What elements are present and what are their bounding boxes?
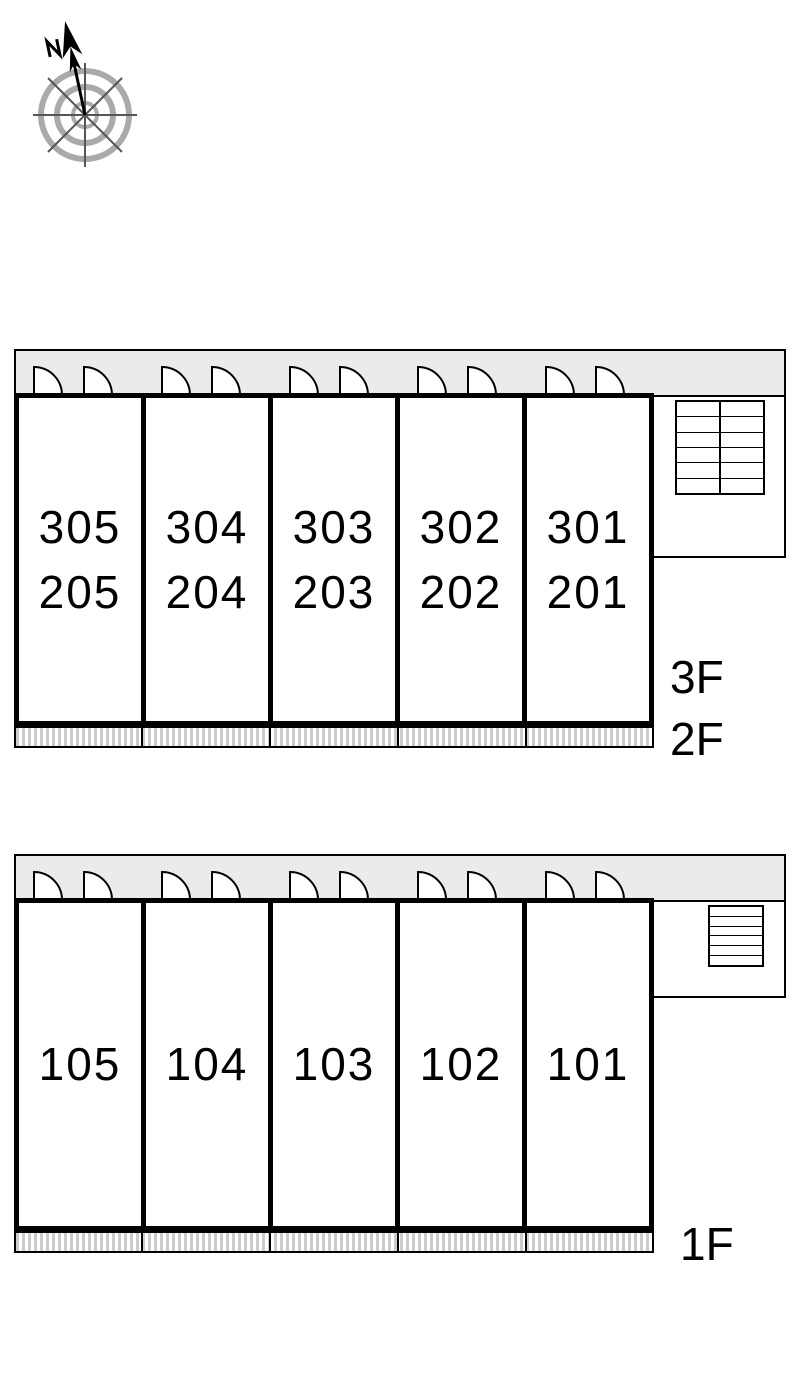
unit-label: 104 xyxy=(166,1032,249,1096)
unit-102: 102 xyxy=(400,903,527,1226)
floor-label-3f: 3F xyxy=(670,650,724,704)
floorplan-canvas: 305 205 304 204 303 203 302 202 301 201 xyxy=(0,0,800,1373)
unit-label: 101 xyxy=(547,1032,630,1096)
unit-305-205: 305 205 xyxy=(19,398,146,721)
unit-101: 101 xyxy=(527,903,649,1226)
unit-label: 204 xyxy=(166,560,249,624)
unit-label: 205 xyxy=(39,560,122,624)
balcony-divider xyxy=(397,1231,399,1253)
balcony-divider xyxy=(269,1231,271,1253)
unit-label: 102 xyxy=(420,1032,503,1096)
balcony-divider xyxy=(141,1231,143,1253)
unit-303-203: 303 203 xyxy=(273,398,400,721)
balcony-upper xyxy=(14,726,654,748)
units-lower: 105 104 103 102 101 xyxy=(14,898,654,1231)
balcony-lower xyxy=(14,1231,654,1253)
balcony-divider xyxy=(141,726,143,748)
unit-103: 103 xyxy=(273,903,400,1226)
unit-105: 105 xyxy=(19,903,146,1226)
balcony-divider xyxy=(269,726,271,748)
unit-label: 303 xyxy=(293,495,376,559)
unit-301-201: 301 201 xyxy=(527,398,649,721)
unit-label: 105 xyxy=(39,1032,122,1096)
unit-104: 104 xyxy=(146,903,273,1226)
unit-label: 304 xyxy=(166,495,249,559)
stairs-upper xyxy=(675,400,765,495)
unit-label: 103 xyxy=(293,1032,376,1096)
unit-302-202: 302 202 xyxy=(400,398,527,721)
balcony-divider xyxy=(525,1231,527,1253)
balcony-divider xyxy=(525,726,527,748)
unit-label: 305 xyxy=(39,495,122,559)
unit-label: 202 xyxy=(420,560,503,624)
stairs-lower xyxy=(708,905,764,967)
units-upper: 305 205 304 204 303 203 302 202 301 201 xyxy=(14,393,654,726)
unit-304-204: 304 204 xyxy=(146,398,273,721)
floor-label-2f: 2F xyxy=(670,712,724,766)
unit-label: 302 xyxy=(420,495,503,559)
doors-upper xyxy=(14,349,654,397)
compass-icon xyxy=(15,15,155,185)
unit-label: 301 xyxy=(547,495,630,559)
unit-label: 201 xyxy=(547,560,630,624)
balcony-divider xyxy=(397,726,399,748)
floor-label-1f: 1F xyxy=(680,1217,734,1271)
doors-lower xyxy=(14,854,654,902)
unit-label: 203 xyxy=(293,560,376,624)
